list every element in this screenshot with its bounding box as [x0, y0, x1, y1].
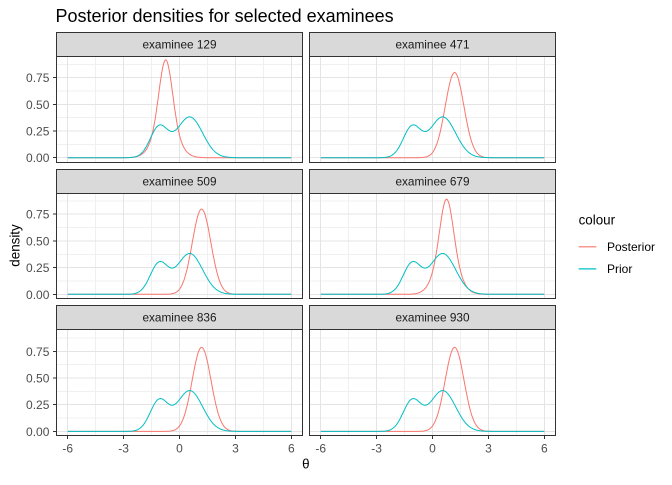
- svg-text:3: 3: [485, 441, 492, 455]
- svg-text:-3: -3: [118, 441, 129, 455]
- svg-text:examinee 930: examinee 930: [395, 311, 470, 325]
- svg-text:examinee 836: examinee 836: [142, 311, 217, 325]
- svg-text:0: 0: [429, 441, 436, 455]
- svg-text:θ: θ: [302, 457, 309, 472]
- svg-text:colour: colour: [579, 213, 616, 228]
- svg-text:-3: -3: [371, 441, 382, 455]
- svg-text:examinee 471: examinee 471: [395, 38, 469, 52]
- svg-text:0.75: 0.75: [26, 345, 50, 359]
- svg-text:0.75: 0.75: [26, 71, 50, 85]
- svg-text:Posterior: Posterior: [607, 240, 655, 254]
- svg-text:6: 6: [541, 441, 548, 455]
- svg-text:Posterior densities for select: Posterior densities for selected examine…: [56, 6, 394, 26]
- svg-text:0.00: 0.00: [26, 151, 50, 165]
- svg-text:-6: -6: [62, 441, 73, 455]
- svg-text:examinee 129: examinee 129: [142, 38, 216, 52]
- svg-text:0.50: 0.50: [26, 98, 50, 112]
- svg-text:0.25: 0.25: [26, 261, 50, 275]
- svg-text:0.25: 0.25: [26, 124, 50, 138]
- svg-text:0.00: 0.00: [26, 288, 50, 302]
- svg-text:3: 3: [232, 441, 239, 455]
- svg-text:density: density: [7, 224, 22, 267]
- svg-text:examinee 509: examinee 509: [142, 175, 216, 189]
- svg-text:0.00: 0.00: [26, 425, 50, 439]
- svg-text:examinee 679: examinee 679: [395, 175, 469, 189]
- svg-text:0.25: 0.25: [26, 398, 50, 412]
- svg-text:0.75: 0.75: [26, 208, 50, 222]
- svg-text:0: 0: [176, 441, 183, 455]
- svg-text:0.50: 0.50: [26, 234, 50, 248]
- svg-text:6: 6: [288, 441, 295, 455]
- svg-text:0.50: 0.50: [26, 371, 50, 385]
- svg-text:Prior: Prior: [607, 262, 632, 276]
- svg-text:-6: -6: [315, 441, 326, 455]
